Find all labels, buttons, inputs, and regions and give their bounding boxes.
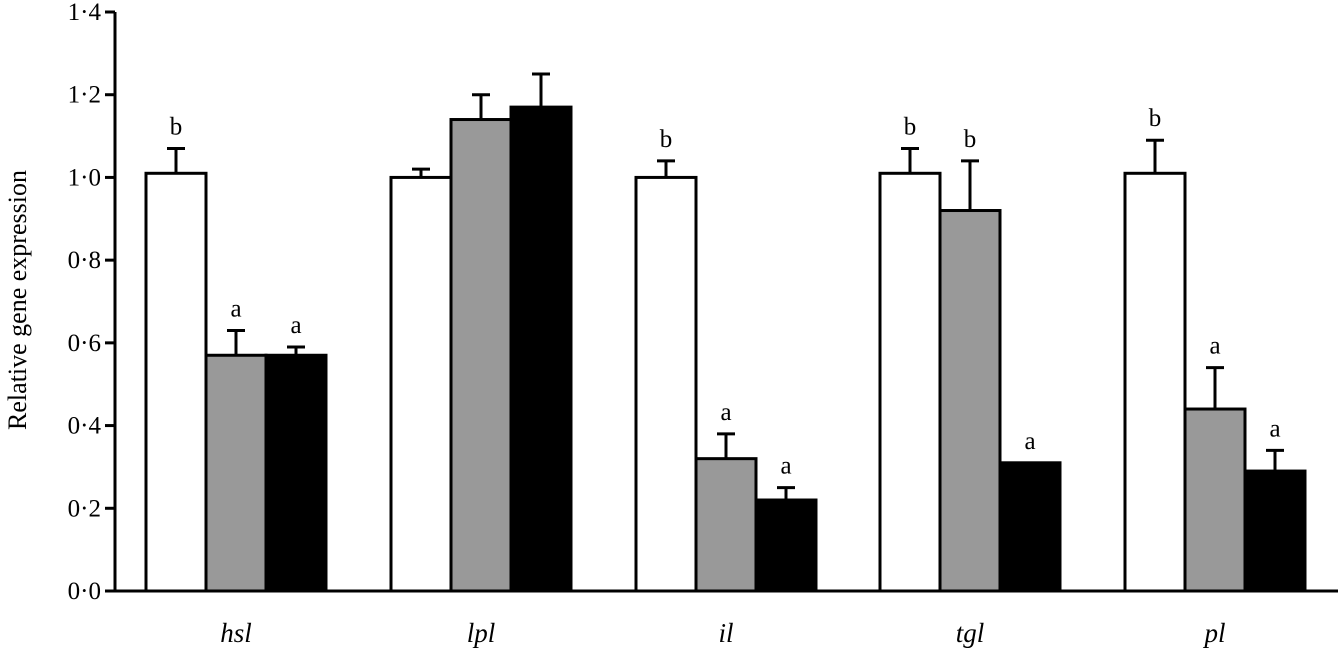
significance-label: b: [904, 113, 917, 140]
x-category-label: hsl: [220, 618, 252, 648]
significance-label: a: [1209, 333, 1220, 360]
x-category-label: lpl: [467, 618, 496, 648]
y-tick-label: 1·0: [68, 164, 101, 191]
significance-label: a: [720, 399, 731, 426]
significance-label: a: [780, 453, 791, 480]
bar: [694, 457, 758, 593]
y-axis-label: Relative gene expression: [3, 170, 32, 430]
bar: [509, 105, 573, 593]
x-category-label: tgl: [956, 618, 985, 648]
significance-label: a: [230, 295, 241, 322]
bar-group-lpl: [389, 72, 573, 593]
y-tick-label: 0·0: [68, 578, 101, 605]
y-tick-label: 0·2: [68, 495, 101, 522]
significance-label: a: [1024, 428, 1035, 455]
significance-label: b: [964, 126, 977, 153]
significance-label: a: [1269, 415, 1280, 442]
x-axis: hsl lpl il tgl pl: [115, 589, 1338, 648]
x-category-label: pl: [1202, 618, 1225, 648]
bars: b a a b a a b b a b a a: [144, 72, 1307, 593]
bar: [998, 461, 1062, 593]
significance-label: a: [290, 312, 301, 339]
y-tick-label: 1·4: [68, 0, 102, 26]
bar: [634, 175, 698, 593]
bar-group-il: b a a: [634, 126, 818, 593]
bar: [878, 171, 942, 593]
y-axis: 0·0 0·2 0·4 0·6 0·8 1·0 1·2 1·4: [68, 0, 117, 605]
bar-group-pl: b a a: [1123, 105, 1307, 593]
bar: [1123, 171, 1187, 593]
y-tick-label: 0·6: [68, 330, 101, 357]
bar: [938, 209, 1002, 593]
bar-group-tgl: b b a: [878, 113, 1062, 593]
significance-label: b: [660, 126, 673, 153]
significance-label: b: [1149, 105, 1162, 132]
bar: [264, 353, 328, 593]
bar: [449, 118, 513, 593]
bar: [1183, 407, 1247, 593]
bar: [204, 353, 268, 593]
bar: [754, 498, 818, 593]
bar: [144, 171, 208, 593]
x-category-label: il: [718, 618, 733, 648]
bar: [389, 175, 453, 593]
bar-group-hsl: b a a: [144, 113, 328, 593]
y-tick-label: 0·4: [68, 413, 102, 440]
y-tick-label: 1·2: [68, 82, 101, 109]
significance-label: b: [170, 113, 183, 140]
y-tick-label: 0·8: [68, 247, 101, 274]
bar: [1243, 469, 1307, 593]
